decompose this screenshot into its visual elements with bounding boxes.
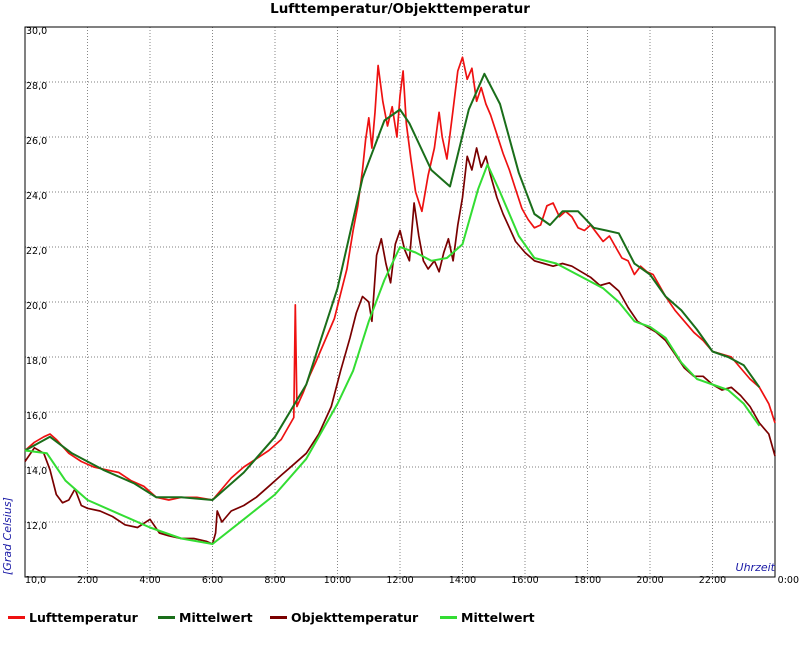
series-line-4 bbox=[24, 163, 761, 545]
x-tick-label: 22:00 bbox=[699, 575, 726, 586]
legend-swatch bbox=[440, 615, 457, 619]
legend-item: Mittelwert bbox=[440, 606, 535, 628]
y-tick-label: 16,0 bbox=[26, 411, 47, 422]
y-tick-label: 20,0 bbox=[26, 301, 47, 312]
y-tick-label: 12,0 bbox=[26, 521, 47, 532]
x-tick-label: 14:00 bbox=[449, 575, 476, 586]
plot-frame bbox=[24, 26, 776, 578]
chart-title: Lufttemperatur/Objekttemperatur bbox=[270, 1, 530, 17]
series-line-3 bbox=[24, 147, 776, 545]
series-lines bbox=[24, 56, 776, 545]
y-tick-label: 24,0 bbox=[26, 191, 47, 202]
legend-item: Lufttemperatur bbox=[8, 606, 138, 628]
legend-item: Objekttemperatur bbox=[270, 606, 418, 628]
y-tick-label: 22,0 bbox=[26, 246, 47, 257]
x-tick-label: 6:00 bbox=[202, 575, 223, 586]
x-tick-label: 18:00 bbox=[574, 575, 601, 586]
legend-label: Mittelwert bbox=[461, 609, 535, 625]
legend-swatch bbox=[8, 615, 25, 619]
y-tick-label: 30,0 bbox=[26, 26, 47, 37]
x-tick-label: 0:00 bbox=[778, 575, 799, 586]
legend-label: Mittelwert bbox=[179, 609, 253, 625]
x-tick-label: 4:00 bbox=[139, 575, 160, 586]
tick-labels: 10,0 2:00 4:00 6:00 8:00 10:00 12:00 14:00 16:00… bbox=[25, 26, 799, 586]
y-tick-label: 26,0 bbox=[26, 136, 47, 147]
y-tick-label: 18,0 bbox=[26, 356, 47, 367]
x-axis-label: Uhrzeit bbox=[736, 561, 776, 574]
x-tick-label: 10:00 bbox=[324, 575, 351, 586]
y-tick-label: 28,0 bbox=[26, 81, 47, 92]
x-tick-label: 2:00 bbox=[77, 575, 98, 586]
series-line-1 bbox=[24, 56, 776, 501]
legend-swatch bbox=[158, 615, 175, 619]
x-tick-label: 12:00 bbox=[386, 575, 413, 586]
legend: Lufttemperatur Mittelwert Objekttemperatur… bbox=[0, 606, 800, 630]
legend-swatch bbox=[270, 615, 287, 619]
x-tick-label: 20:00 bbox=[636, 575, 663, 586]
legend-item: Mittelwert bbox=[158, 606, 253, 628]
y-axis-label: [Grad Celsius] bbox=[1, 497, 14, 575]
x-tick-label: 8:00 bbox=[264, 575, 285, 586]
legend-label: Lufttemperatur bbox=[29, 609, 138, 625]
series-line-2 bbox=[24, 72, 761, 501]
x-tick-label: 10,0 bbox=[25, 575, 46, 586]
x-tick-label: 16:00 bbox=[511, 575, 538, 586]
y-tick-label: 14,0 bbox=[26, 466, 47, 477]
legend-label: Objekttemperatur bbox=[291, 609, 419, 625]
